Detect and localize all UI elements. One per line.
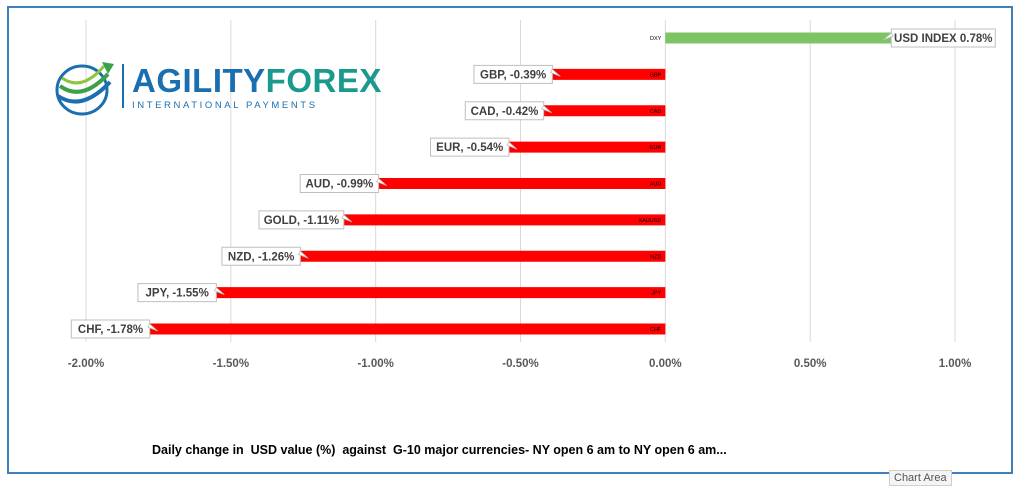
category-label: GBP bbox=[650, 72, 662, 78]
chart-caption: Daily change in USD value (%) against G-… bbox=[152, 443, 727, 457]
agility-forex-logo: AGILITYFOREX INTERNATIONAL PAYMENTS bbox=[52, 58, 322, 118]
bar bbox=[150, 324, 666, 335]
x-tick-label: -0.50% bbox=[502, 358, 538, 370]
x-tick-label: 0.50% bbox=[794, 358, 827, 370]
bar bbox=[216, 287, 665, 298]
data-label: GBP, -0.39% bbox=[480, 69, 546, 81]
bar bbox=[544, 105, 666, 116]
category-label: JPY bbox=[651, 291, 661, 297]
bar bbox=[379, 178, 666, 189]
bar bbox=[509, 142, 665, 153]
bar bbox=[344, 214, 666, 225]
bar bbox=[552, 69, 665, 80]
data-label: JPY, -1.55% bbox=[146, 288, 209, 300]
x-tick-label: -1.50% bbox=[213, 358, 249, 370]
category-label: CHF bbox=[650, 327, 662, 333]
bar bbox=[665, 33, 891, 44]
logo-name-part1: AGILITY bbox=[132, 62, 266, 99]
data-label: AUD, -0.99% bbox=[305, 179, 373, 191]
chart-area-tooltip: Chart Area bbox=[889, 470, 952, 486]
logo-name: AGILITYFOREX bbox=[132, 64, 382, 98]
category-label: DXY bbox=[650, 36, 662, 42]
x-tick-label: 1.00% bbox=[939, 358, 972, 370]
bar bbox=[300, 251, 665, 262]
category-label: EUR bbox=[650, 145, 662, 151]
logo-name-part2: FOREX bbox=[266, 62, 382, 99]
category-label: NZD bbox=[650, 254, 661, 260]
data-label: GOLD, -1.11% bbox=[264, 215, 339, 227]
x-tick-label: 0.00% bbox=[649, 358, 682, 370]
x-tick-label: -1.00% bbox=[357, 358, 393, 370]
category-label: CAD bbox=[650, 109, 662, 115]
data-label: CAD, -0.42% bbox=[471, 106, 539, 118]
data-label: CHF, -1.78% bbox=[78, 324, 143, 336]
globe-arrow-icon bbox=[52, 58, 118, 116]
category-label: AUD bbox=[650, 182, 662, 188]
logo-tagline: INTERNATIONAL PAYMENTS bbox=[132, 100, 382, 111]
data-label: USD INDEX 0.78% bbox=[894, 33, 992, 45]
x-tick-label: -2.00% bbox=[68, 358, 104, 370]
data-label: NZD, -1.26% bbox=[228, 251, 294, 263]
data-label: EUR, -0.54% bbox=[436, 142, 503, 154]
logo-divider bbox=[122, 64, 124, 108]
category-label: XAUUSD bbox=[638, 218, 661, 224]
